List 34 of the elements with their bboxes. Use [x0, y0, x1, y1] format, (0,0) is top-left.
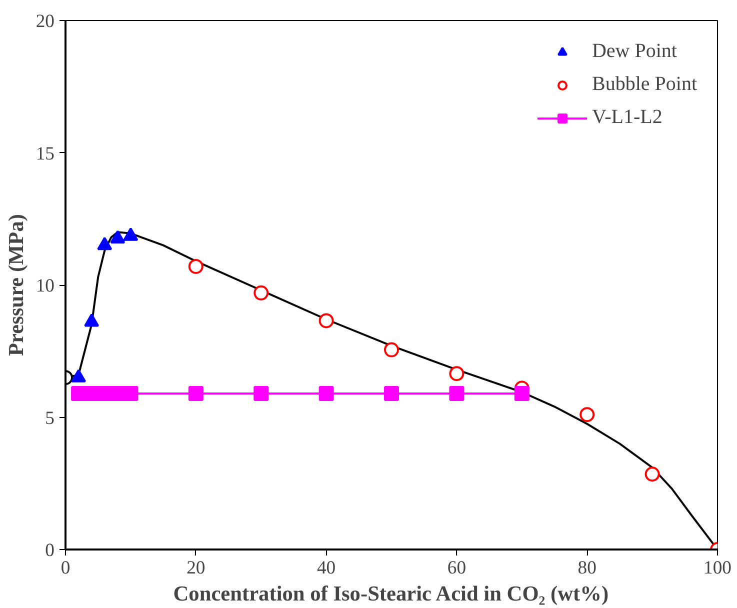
point [123, 386, 138, 401]
x-tick-label: 80 [578, 558, 596, 578]
point [580, 407, 595, 422]
x-tick-label: 0 [60, 558, 70, 578]
legend-label: V-L1-L2 [592, 106, 662, 129]
point [514, 386, 530, 401]
legend-label: Dew Point [592, 40, 677, 63]
x-tick-label: 60 [447, 558, 466, 578]
point [318, 386, 334, 401]
point [84, 314, 100, 327]
point [384, 342, 399, 358]
y-tick-label: 15 [36, 143, 54, 164]
y-tick-label: 10 [36, 276, 54, 296]
point [97, 236, 112, 250]
y-axis-title: Pressure (MPa) [4, 214, 28, 356]
point [254, 386, 269, 401]
legend-label: Bubble Point [592, 73, 697, 96]
point [449, 386, 464, 401]
point [188, 386, 204, 401]
x-tick-label: 20 [186, 558, 206, 578]
y-tick-label: 5 [45, 408, 54, 429]
point [254, 285, 269, 300]
point [123, 228, 138, 241]
y-tick-label: 0 [45, 540, 54, 561]
point [318, 313, 334, 328]
point [110, 230, 126, 244]
x-tick-label: 40 [316, 558, 336, 578]
point [384, 386, 399, 401]
point [188, 259, 204, 274]
point [644, 466, 660, 482]
x-axis-title: Concentration of Iso-Stearic Acid in CO₂ (wt%) [173, 582, 609, 606]
y-tick-label: 20 [36, 11, 54, 32]
x-tick-label: 100 [704, 558, 732, 578]
point [449, 366, 464, 382]
